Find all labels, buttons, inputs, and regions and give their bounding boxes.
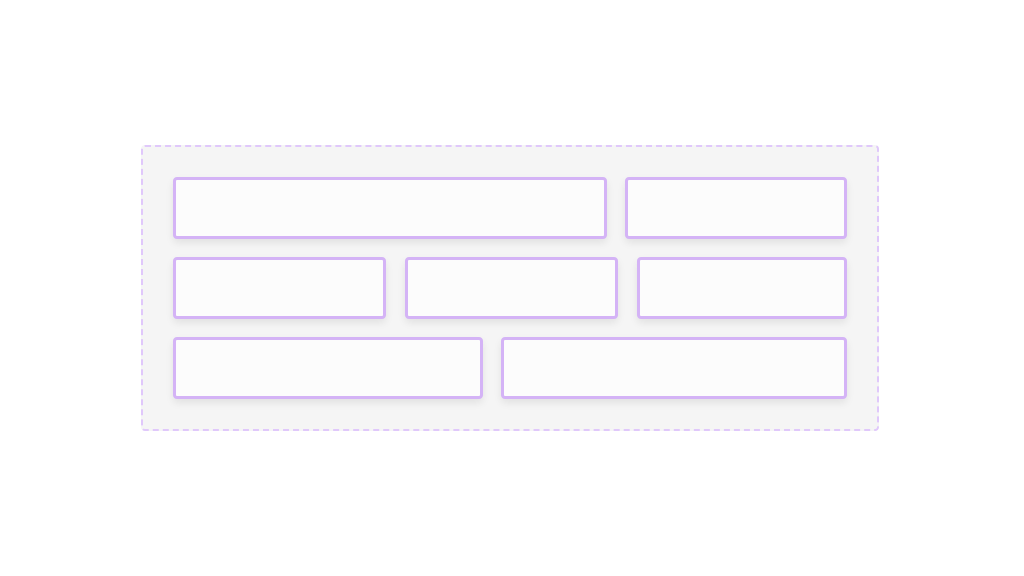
row1-box-1	[173, 177, 607, 239]
row3-box-1	[173, 337, 483, 399]
row3-box-2	[501, 337, 847, 399]
row2-box-3	[637, 257, 847, 319]
row1-box-2	[625, 177, 847, 239]
row2-box-1	[173, 257, 386, 319]
row2-box-2	[405, 257, 618, 319]
